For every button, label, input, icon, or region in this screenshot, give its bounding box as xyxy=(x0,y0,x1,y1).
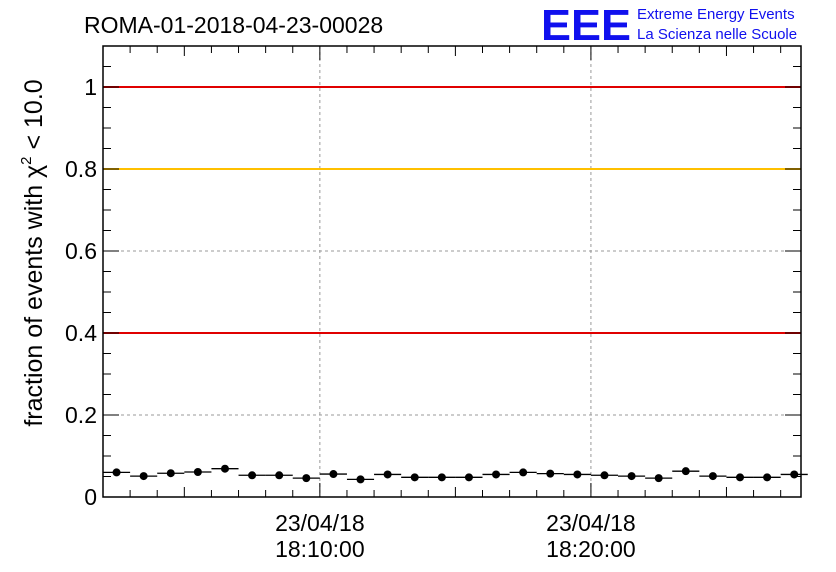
x-tick-label-time: 18:10:00 xyxy=(275,536,365,562)
y-axis-label: fraction of events with χ2 < 10.0 xyxy=(18,79,48,426)
data-point xyxy=(509,468,537,477)
grid xyxy=(103,46,801,497)
data-points xyxy=(103,464,808,484)
data-point xyxy=(401,473,429,482)
data-point xyxy=(103,468,131,477)
y-tick-label: 0 xyxy=(84,484,97,510)
data-point xyxy=(753,473,781,482)
x-tick-label-date: 23/04/18 xyxy=(546,510,636,536)
logo-line1: Extreme Energy Events xyxy=(637,6,795,23)
y-axis-label-sup: 2 xyxy=(18,156,35,164)
data-point xyxy=(184,467,212,476)
y-axis-label-symbol: χ xyxy=(20,165,48,178)
data-point xyxy=(346,475,375,484)
data-point xyxy=(130,472,158,481)
data-point xyxy=(455,473,483,482)
y-axis-label-suffix: < 10.0 xyxy=(20,79,48,156)
data-point xyxy=(265,471,293,480)
y-tick-label: 0.6 xyxy=(65,238,97,264)
y-tick-label: 0.4 xyxy=(65,320,97,346)
data-point xyxy=(536,469,564,478)
data-point xyxy=(590,471,619,480)
data-point xyxy=(292,474,320,483)
y-tick-label: 0.8 xyxy=(65,156,97,182)
data-point xyxy=(238,471,266,480)
data-point xyxy=(563,470,591,479)
plot-frame xyxy=(102,45,802,498)
logo: EEE Extreme Energy Events La Scienza nel… xyxy=(541,1,797,50)
y-tick-label: 0.2 xyxy=(65,402,97,428)
data-point xyxy=(482,470,510,479)
logo-line2: La Scienza nelle Scuole xyxy=(637,26,797,43)
data-point xyxy=(672,467,700,476)
logo-letters: EEE xyxy=(541,1,631,50)
data-point xyxy=(374,470,402,479)
y-axis: 0 0.2 0.4 0.6 0.8 1 xyxy=(65,45,801,510)
y-axis-label-prefix: fraction of events with xyxy=(20,178,48,427)
reference-lines xyxy=(103,86,801,334)
data-point xyxy=(645,474,673,483)
data-point xyxy=(726,473,754,482)
y-tick-label: 1 xyxy=(84,74,97,100)
data-point xyxy=(699,472,727,481)
data-point xyxy=(618,472,646,481)
x-tick-label-time: 18:20:00 xyxy=(546,536,636,562)
chart-title: ROMA-01-2018-04-23-00028 xyxy=(84,12,383,38)
data-point xyxy=(780,470,808,479)
data-point xyxy=(319,470,347,479)
data-point xyxy=(211,464,239,473)
x-tick-label-date: 23/04/18 xyxy=(275,510,365,536)
data-point xyxy=(428,473,456,482)
data-point xyxy=(157,469,185,478)
